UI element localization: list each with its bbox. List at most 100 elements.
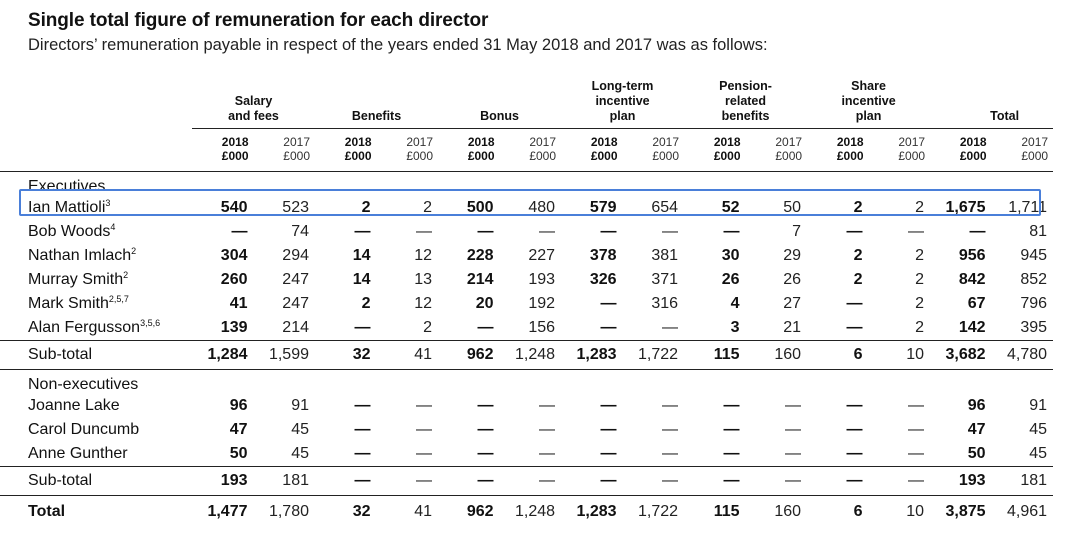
value-cell: — [846, 397, 863, 414]
column-group-label-line: Benefits [351, 109, 402, 123]
column-group-header: Benefits [315, 76, 439, 129]
value-cell: — [477, 319, 494, 336]
value-cell: — [600, 223, 617, 240]
column-group-label-line: Bonus [480, 109, 519, 123]
value-cell: 45 [291, 421, 309, 438]
column-group-header: Total [930, 76, 1054, 129]
column-group-label-line: incentive [595, 94, 650, 108]
value-cell: 81 [1029, 223, 1048, 240]
column-group-label-line: plan [609, 109, 636, 123]
value-cell: 115 [684, 340, 746, 370]
table-row: Nathan Imlach2 304 294 14 12 228 227 378 381 30 29… [0, 244, 1053, 268]
value-cell: — [477, 397, 494, 414]
director-name: Murray Smith2 [0, 268, 192, 292]
value-cell: 12 [414, 247, 433, 264]
value-cell: 12 [414, 295, 433, 312]
value-cell: — [416, 421, 433, 438]
value-cell: 181 [253, 466, 315, 496]
value-cell: 192 [528, 295, 556, 312]
value-cell: 10 [868, 340, 931, 370]
value-cell: 14 [352, 271, 371, 288]
table-row: Alan Fergusson3,5,6 139 214 — 2 — 156 — — 3 21 — 2 14… [0, 316, 1053, 341]
value-cell: 47 [967, 421, 986, 438]
year-header-line: 2017 [1021, 135, 1049, 149]
value-cell: 1,722 [622, 495, 685, 528]
value-cell: 50 [783, 199, 802, 216]
footnote-reference: 3 [105, 198, 111, 208]
column-group-header: Long-term incentive plan [561, 76, 685, 129]
year-2018-header: 2018 £000 [930, 128, 992, 172]
value-cell: 2 [361, 199, 371, 216]
value-cell: 316 [651, 295, 679, 312]
value-cell: — [416, 223, 433, 240]
director-name-text: Joanne Lake [28, 397, 120, 414]
value-cell: 796 [1020, 295, 1048, 312]
value-cell: 41 [229, 295, 248, 312]
value-cell: 29 [783, 247, 802, 264]
year-header-line: £000 [959, 149, 987, 163]
table-row: Bob Woods4 — 74 — — — — — — — 7 — — — 81 [0, 220, 1053, 244]
year-header-line: £000 [898, 149, 926, 163]
year-header-line: 2017 [406, 135, 434, 149]
value-cell: 1,711 [1008, 199, 1048, 216]
value-cell: — [477, 223, 494, 240]
column-group-label-line: Share [851, 79, 886, 93]
value-cell: 52 [721, 199, 740, 216]
year-2018-header: 2018 £000 [192, 128, 254, 172]
year-header-line: 2017 [529, 135, 557, 149]
year-header-line: £000 [406, 149, 434, 163]
value-cell: 2 [853, 271, 863, 288]
value-cell: 3,682 [930, 340, 992, 370]
column-group-label-line: and fees [228, 109, 279, 123]
value-cell: — [231, 223, 248, 240]
value-cell: — [846, 421, 863, 438]
value-cell: 2 [423, 319, 433, 336]
director-name-text: Alan Fergusson [28, 319, 141, 336]
year-header-line: £000 [344, 149, 372, 163]
column-group-label-line: Salary [234, 94, 273, 108]
value-cell: 96 [229, 397, 248, 414]
year-header-line: 2017 [652, 135, 680, 149]
value-cell: — [684, 466, 746, 496]
value-cell: 4,780 [991, 340, 1054, 370]
value-cell: — [539, 445, 556, 462]
value-cell: 945 [1020, 247, 1048, 264]
year-header-line: 2018 [959, 135, 987, 149]
value-cell: 14 [352, 247, 371, 264]
section-heading: Executives [0, 171, 1054, 196]
value-cell: — [908, 223, 925, 240]
year-header-line: 2018 [590, 135, 618, 149]
value-cell: 1,599 [253, 340, 315, 370]
value-cell: — [354, 223, 371, 240]
value-cell: 4 [730, 295, 740, 312]
value-cell: 193 [192, 466, 254, 496]
page-subtitle: Directors’ remuneration payable in respe… [28, 36, 768, 54]
section-heading-row: Executives [0, 171, 1054, 196]
value-cell: 1,675 [945, 199, 986, 216]
value-cell: — [600, 445, 617, 462]
column-group-label-line: incentive [841, 94, 896, 108]
value-cell: — [846, 223, 863, 240]
value-cell: — [785, 445, 802, 462]
value-cell: 579 [589, 199, 617, 216]
value-cell: — [723, 445, 740, 462]
year-header-line: 2017 [283, 135, 310, 149]
director-name: Joanne Lake [0, 394, 192, 418]
value-cell: 30 [721, 247, 740, 264]
remuneration-table: Salary and fees Benefits Bonus Long-term ince… [0, 76, 1054, 528]
year-2018-header: 2018 £000 [315, 128, 377, 172]
value-cell: 13 [414, 271, 433, 288]
director-name: Nathan Imlach2 [0, 244, 192, 268]
year-2018-header: 2018 £000 [684, 128, 746, 172]
value-cell: 1,283 [561, 340, 623, 370]
value-cell: 523 [282, 199, 309, 216]
value-cell: 91 [1029, 397, 1048, 414]
value-cell: 214 [282, 319, 309, 336]
value-cell: 7 [792, 223, 802, 240]
year-header-line: 2018 [836, 135, 864, 149]
value-cell: — [354, 445, 371, 462]
value-cell: 3 [730, 319, 740, 336]
value-cell: 6 [807, 340, 869, 370]
value-cell: — [723, 397, 740, 414]
year-2017-header: 2017 £000 [253, 128, 315, 172]
